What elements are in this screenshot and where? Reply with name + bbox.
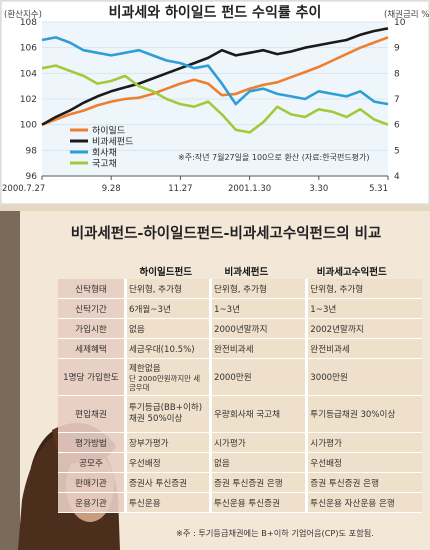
- left-axis-label: (환산지수): [4, 9, 42, 20]
- table-cell: 2002년말까지: [305, 318, 422, 339]
- series-line-비과세펀드: [41, 27, 389, 126]
- table-row: 평가방법 장부가평가 시가평가 시가평가: [58, 432, 422, 453]
- table-cell: 시가평가: [305, 432, 422, 453]
- table-cell: 완전비과세: [305, 338, 422, 359]
- cell-note: 단 2000만원까지만 세금우대: [129, 374, 201, 392]
- y-right-tick-label: 4: [394, 172, 400, 182]
- y-left-tick-label: 104: [20, 69, 37, 79]
- header-highyield: 하이일드펀드: [139, 266, 192, 278]
- header-blank: [58, 262, 126, 279]
- x-tick-label: 11.27: [168, 184, 192, 194]
- table-cell: 제한없음 단 2000만원까지만 세금우대: [124, 358, 211, 396]
- table-cell: 투신운용 투신증권: [208, 492, 307, 513]
- y-right-tick-label: 6: [394, 121, 400, 131]
- y-left-tick-label: 96: [26, 172, 38, 182]
- table-cell: 2000만원: [208, 358, 307, 396]
- table-cell: 장부가평가: [124, 432, 211, 453]
- row-label: 세제혜택: [58, 338, 126, 359]
- table-row: 신탁기간 6개월~3년 1~3년 1~3년: [58, 298, 422, 319]
- cell-main: 제한없음: [129, 364, 161, 374]
- grid-lines: [42, 21, 388, 177]
- y-left-tick-label: 102: [20, 95, 37, 105]
- y-right-tick-label: 8: [394, 69, 400, 79]
- table-cell: 증권 투신증권 은행: [208, 472, 307, 493]
- legend-label: 비과세펀드: [92, 137, 133, 148]
- table-row: 세제혜택 세금우대(10.5%) 완전비과세 완전비과세: [58, 338, 422, 359]
- table-row: 편입채권 투기등급(BB+이하) 채권 50%이상 우량회사채 국고채 투기등급…: [58, 395, 422, 433]
- table-cell: 단위형, 추가형: [124, 279, 211, 299]
- legend-label: 회사채: [92, 148, 117, 159]
- y-left-tick-label: 100: [20, 121, 37, 131]
- table-cell: 없음: [208, 452, 307, 473]
- table-cell: 투신운용 자산운용 은행: [305, 492, 422, 513]
- table-cell: 투신운용: [124, 492, 211, 513]
- chart-title: 비과세와 하이일드 펀드 수익률 추이: [109, 4, 322, 21]
- header-taxfree: 비과세펀드: [224, 266, 269, 278]
- table-cell: 완전비과세: [208, 338, 307, 359]
- table-row: 신탁형태 단위형, 추가형 단위형, 추가형 단위형, 추가형: [58, 279, 422, 299]
- legend-label: 국고채: [92, 159, 117, 170]
- table-footnote: ※주 : 투기등급채권에는 B+이하 기업어음(CP)도 포함됨.: [176, 528, 374, 538]
- table-cell: 증권 투신증권 은행: [305, 472, 422, 493]
- table-row: 공모주 우선배정 없음 우선배정: [58, 452, 422, 473]
- row-label: 신탁형태: [58, 279, 126, 299]
- row-label: 판매기관: [58, 472, 126, 493]
- header-taxfree-highyield: 비과세고수익펀드: [316, 266, 387, 278]
- table-cell: 시가평가: [208, 432, 307, 453]
- right-axis-ticks: 4 5 6 7 8 9 10: [394, 18, 406, 182]
- table-cell: 1~3년: [305, 298, 422, 319]
- series-line-국고채: [41, 64, 389, 134]
- y-left-tick-label: 106: [20, 44, 37, 54]
- x-tick-label: 9.28: [102, 184, 121, 194]
- table-row: 판매기관 증권사 투신증권 증권 투신증권 은행 증권 투신증권 은행: [58, 472, 422, 493]
- y-right-tick-label: 9: [394, 44, 400, 54]
- table-cell: 세금우대(10.5%): [124, 338, 211, 359]
- table-cell: 6개월~3년: [124, 298, 211, 319]
- y-right-tick-label: 10: [394, 18, 406, 28]
- table-cell: 투기등급채권 30%이상: [305, 395, 422, 433]
- x-tick-label: 2001.1.30: [228, 184, 271, 194]
- y-left-tick-label: 98: [26, 146, 38, 156]
- table-cell: 우량회사채 국고채: [208, 395, 307, 433]
- legend-label: 하이일드: [92, 126, 125, 137]
- chart-annotation: ※주:작년 7월27일을 100으로 환산 (자료:한국펀드평가): [178, 152, 370, 162]
- table-row: 1명당 가입한도 제한없음 단 2000만원까지만 세금우대 2000만원 30…: [58, 358, 422, 396]
- x-tick-label: 2000.7.27: [2, 184, 45, 194]
- row-label: 가입시한: [58, 318, 126, 339]
- table-cell: 우선배정: [124, 452, 211, 473]
- table-title: 비과세펀드-하이일드펀드-비과세고수익펀드의 비교: [70, 226, 382, 242]
- table-cell: 2000년말까지: [208, 318, 307, 339]
- row-label: 운용기관: [58, 492, 126, 513]
- series-line-회사채: [41, 36, 389, 106]
- table-cell: 단위형, 추가형: [305, 279, 422, 299]
- table-cell: 투기등급(BB+이하) 채권 50%이상: [124, 395, 211, 433]
- y-right-tick-label: 5: [394, 146, 400, 156]
- table-cell: 3000만원: [305, 358, 422, 396]
- table-row: 운용기관 투신운용 투신운용 투신증권 투신운용 자산운용 은행: [58, 492, 422, 513]
- table-cell: 증권사 투신증권: [124, 472, 211, 493]
- left-axis-ticks: 96 98 100 102 104 106 108: [20, 18, 37, 182]
- table-cell: 우선배정: [305, 452, 422, 473]
- y-right-tick-label: 7: [394, 95, 400, 105]
- series-line-하이일드: [41, 36, 389, 126]
- x-tick-label: 3.30: [309, 184, 328, 194]
- row-label: 편입채권: [58, 395, 126, 433]
- x-axis-ticks: 2000.7.27 9.28 11.27 2001.1.30 3.30 5.31: [2, 176, 389, 194]
- table-row: 가입시한 없음 2000년말까지 2002년말까지: [58, 318, 422, 339]
- series-lines: [41, 27, 389, 134]
- row-label: 신탁기간: [58, 298, 126, 319]
- table-cell: 1~3년: [208, 298, 307, 319]
- table-cell: 단위형, 추가형: [208, 279, 307, 299]
- table-cell: 없음: [124, 318, 211, 339]
- line-chart: 96 98 100 102 104 106 108 4 5 6 7 8 9 10 2000.7.27 9.…: [0, 0, 430, 205]
- comparison-table: 하이일드펀드 비과세펀드 비과세고수익펀드 신탁형태 단위형, 추가형 단위형,…: [58, 262, 422, 513]
- row-label: 공모주: [58, 452, 126, 473]
- x-tick-label: 5.31: [369, 184, 388, 194]
- y-left-tick-label: 108: [20, 18, 37, 28]
- table-header-row: 하이일드펀드 비과세펀드 비과세고수익펀드: [58, 262, 422, 279]
- row-label: 평가방법: [58, 432, 126, 453]
- row-label: 1명당 가입한도: [58, 358, 126, 396]
- right-axis-label: (채권금리 %): [384, 9, 430, 20]
